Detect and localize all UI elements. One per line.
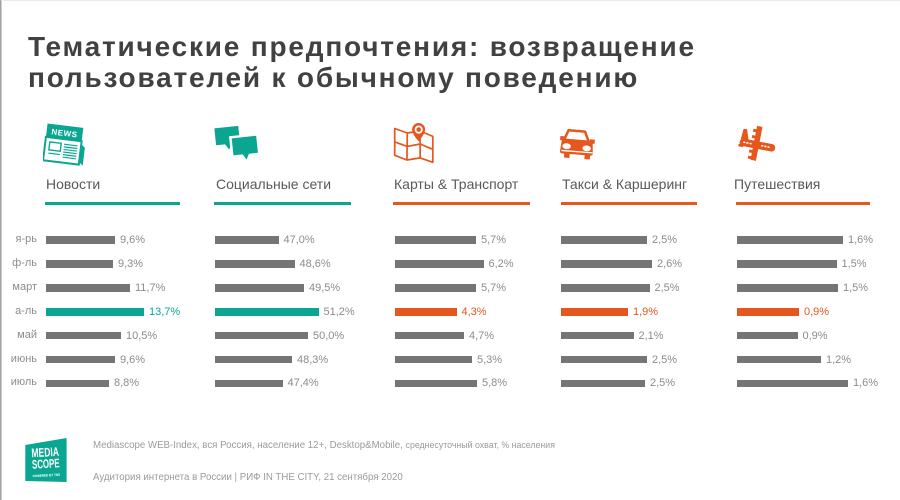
svg-text:POWERED BY TNS: POWERED BY TNS: [33, 473, 61, 478]
svg-text:NEWS: NEWS: [51, 127, 78, 139]
svg-text:SCOPE: SCOPE: [32, 456, 60, 471]
svg-text:MEDIA: MEDIA: [31, 445, 59, 460]
